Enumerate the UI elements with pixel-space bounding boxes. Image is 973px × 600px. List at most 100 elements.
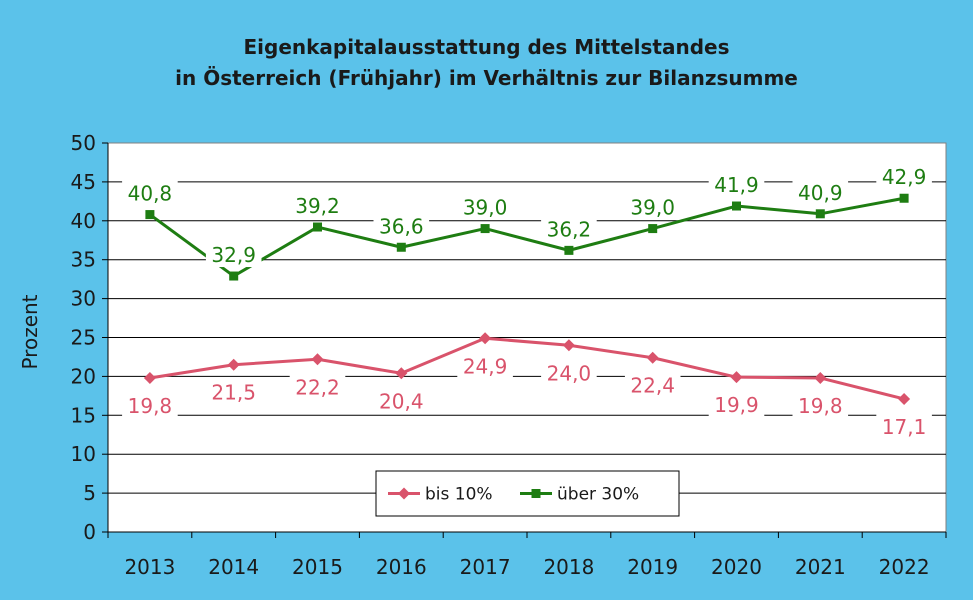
data-label: 22,2 — [295, 375, 340, 399]
data-label-background — [624, 372, 681, 398]
legend-swatch-marker — [531, 489, 541, 498]
data-label: 40,8 — [128, 182, 173, 206]
data-label-background — [876, 413, 932, 439]
legend-label: über 30% — [557, 485, 639, 505]
data-point — [814, 371, 827, 384]
x-tick-label: 2013 — [124, 555, 175, 579]
series-line — [149, 196, 905, 278]
data-label-background — [289, 193, 346, 219]
y-tick-label: 35 — [71, 248, 96, 272]
data-label: 19,9 — [714, 393, 759, 417]
x-axis-ticks: 2013 2014 2015 2016 2017 2018 2019 2020 2021 2022 — [107, 531, 947, 579]
data-point — [815, 209, 825, 219]
data-label-background — [708, 392, 765, 418]
series-1 — [143, 332, 911, 405]
data-point — [229, 271, 239, 281]
data-label: 24,9 — [463, 354, 508, 378]
data-point — [143, 371, 156, 384]
y-tick-label: 50 — [71, 131, 96, 155]
data-label: 22,4 — [630, 374, 675, 398]
data-point — [145, 210, 155, 220]
data-point — [648, 224, 658, 234]
y-axis-ticks: 0 5 10 15 20 25 30 35 40 45 50 — [71, 131, 109, 544]
data-label: 39,0 — [630, 196, 675, 220]
data-label-background — [708, 172, 765, 198]
chart-title-line-2: in Österreich (Frühjahr) im Verhältnis z… — [175, 66, 798, 90]
data-label: 32,9 — [211, 243, 256, 267]
data-label-background — [373, 213, 430, 239]
data-label-background — [792, 179, 849, 205]
data-label: 42,9 — [882, 165, 927, 189]
data-point — [396, 242, 406, 252]
data-label: 17,1 — [882, 415, 927, 439]
data-point — [899, 193, 909, 203]
x-tick-label: 2016 — [376, 555, 427, 579]
chart-title-line-1: Eigenkapitalausstattung des Mittelstande… — [243, 35, 730, 59]
data-point — [395, 367, 408, 380]
legend-label: bis 10% — [425, 485, 493, 505]
data-label: 21,5 — [211, 381, 256, 405]
data-point — [479, 332, 492, 345]
data-label: 36,2 — [547, 217, 592, 241]
data-point — [564, 245, 574, 255]
data-label: 19,8 — [798, 394, 843, 418]
data-point — [227, 358, 240, 371]
x-tick-label: 2018 — [543, 555, 594, 579]
legend-item: bis 10% — [388, 485, 493, 505]
x-tick-label: 2017 — [460, 555, 511, 579]
data-label: 39,2 — [295, 194, 340, 218]
data-label-background — [624, 194, 681, 220]
data-label-background — [541, 360, 597, 386]
data-labels: 19,8 21,5 22,2 20,4 24,9 24,0 22,4 19,9 19,8 17,1… — [122, 164, 932, 439]
data-point — [311, 353, 324, 366]
y-tick-label: 20 — [71, 364, 96, 388]
data-label-background — [457, 353, 513, 379]
data-point — [898, 392, 911, 405]
data-label: 19,8 — [128, 394, 173, 418]
data-label: 24,0 — [547, 361, 592, 385]
data-label-background — [205, 379, 262, 405]
legend-item: über 30% — [520, 485, 639, 505]
data-point — [480, 224, 490, 234]
data-point — [646, 351, 659, 364]
data-label-background — [122, 180, 178, 206]
data-label-background — [289, 374, 346, 400]
series-line — [149, 336, 905, 401]
data-label-background — [122, 392, 178, 418]
y-tick-label: 40 — [71, 209, 96, 233]
data-label-background — [373, 388, 430, 414]
x-tick-label: 2021 — [795, 555, 846, 579]
data-label: 36,6 — [379, 214, 424, 238]
y-tick-label: 25 — [71, 326, 96, 350]
data-label: 40,9 — [798, 181, 843, 205]
y-axis-label: Prozent — [18, 294, 42, 369]
data-label-background — [876, 164, 932, 190]
x-tick-label: 2022 — [879, 555, 930, 579]
series-2 — [145, 193, 909, 281]
data-label-background — [457, 194, 513, 220]
data-label-background — [205, 242, 262, 268]
data-point — [730, 371, 743, 384]
data-label: 20,4 — [379, 389, 424, 413]
y-tick-label: 30 — [71, 287, 96, 311]
legend-swatch-marker — [398, 487, 410, 500]
data-label-background — [792, 392, 849, 418]
y-tick-label: 15 — [71, 403, 96, 427]
x-tick-label: 2015 — [292, 555, 343, 579]
y-tick-label: 5 — [83, 481, 96, 505]
y-tick-label: 10 — [71, 442, 96, 466]
data-label: 41,9 — [714, 173, 759, 197]
data-point — [732, 201, 741, 211]
legend: bis 10% über 30% — [375, 470, 680, 517]
x-tick-label: 2020 — [711, 555, 762, 579]
chart-title: Eigenkapitalausstattung des Mittelstande… — [0, 32, 973, 94]
data-label-background — [541, 216, 597, 242]
x-tick-label: 2014 — [208, 555, 259, 579]
x-tick-label: 2019 — [627, 555, 678, 579]
data-label: 39,0 — [463, 196, 508, 220]
y-tick-label: 0 — [83, 520, 96, 544]
y-tick-label: 45 — [71, 170, 96, 194]
data-point — [313, 222, 322, 232]
series-layer — [143, 193, 911, 405]
